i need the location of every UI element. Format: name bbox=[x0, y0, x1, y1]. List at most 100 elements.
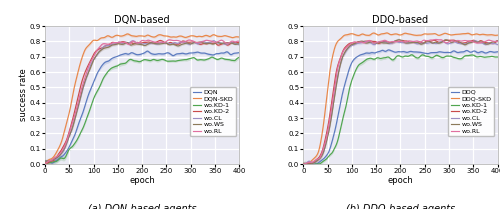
wo.CL bbox=[120, 42, 126, 45]
wo.WS bbox=[183, 42, 189, 44]
Line: wo.KD-2: wo.KD-2 bbox=[304, 40, 498, 164]
wo.KD-2 bbox=[166, 42, 172, 45]
wo.CL bbox=[378, 41, 384, 43]
wo.CL bbox=[46, 160, 52, 163]
wo.CL bbox=[364, 40, 370, 43]
DQN-SKD bbox=[42, 161, 48, 163]
wo.WS bbox=[424, 41, 430, 43]
DQN bbox=[166, 52, 172, 54]
Line: wo.CL: wo.CL bbox=[304, 41, 498, 164]
DDQ bbox=[442, 51, 448, 54]
wo.WS bbox=[120, 43, 126, 46]
wo.CL bbox=[494, 43, 500, 46]
wo.KD-1 bbox=[441, 56, 447, 59]
wo.CL bbox=[183, 42, 189, 44]
wo.WS bbox=[184, 42, 190, 44]
wo.KD-2 bbox=[422, 40, 428, 43]
DDQ bbox=[310, 163, 316, 165]
wo.CL bbox=[66, 135, 72, 138]
Legend: DQN, DQN-SKD, wo.KD-1, wo.KD-2, wo.CL, wo.WS, wo.RL: DQN, DQN-SKD, wo.KD-1, wo.KD-2, wo.CL, w… bbox=[190, 87, 236, 136]
wo.KD-1 bbox=[324, 157, 330, 159]
wo.KD-2 bbox=[236, 41, 242, 43]
Line: DDQ: DDQ bbox=[304, 50, 498, 164]
DQN bbox=[184, 52, 190, 55]
wo.KD-1 bbox=[236, 56, 242, 59]
wo.RL bbox=[119, 41, 125, 44]
wo.RL bbox=[164, 39, 170, 42]
wo.WS bbox=[494, 40, 500, 42]
wo.WS bbox=[165, 43, 171, 45]
wo.RL bbox=[324, 133, 330, 136]
DQN-SKD bbox=[119, 35, 125, 37]
DDQ bbox=[324, 153, 330, 155]
wo.KD-2 bbox=[364, 40, 370, 43]
wo.KD-2 bbox=[106, 44, 112, 46]
wo.KD-2 bbox=[378, 42, 384, 44]
DQN-SKD bbox=[183, 36, 189, 39]
X-axis label: epoch: epoch bbox=[388, 176, 413, 185]
wo.KD-2 bbox=[42, 162, 48, 164]
wo.WS bbox=[301, 162, 307, 164]
wo.KD-1 bbox=[42, 162, 48, 164]
Line: wo.RL: wo.RL bbox=[304, 40, 498, 164]
Line: wo.KD-1: wo.KD-1 bbox=[46, 57, 239, 163]
wo.WS bbox=[66, 135, 72, 137]
wo.KD-2 bbox=[494, 40, 500, 42]
wo.WS bbox=[197, 41, 203, 43]
wo.KD-2 bbox=[184, 41, 190, 43]
DDQ-SKD bbox=[384, 32, 390, 34]
DQN bbox=[42, 160, 48, 162]
Title: DDQ-based: DDQ-based bbox=[372, 15, 428, 25]
DDQ bbox=[378, 50, 384, 52]
wo.KD-1 bbox=[442, 56, 448, 58]
wo.RL bbox=[42, 162, 48, 164]
wo.RL bbox=[364, 40, 370, 43]
wo.CL bbox=[211, 40, 217, 42]
Line: DDQ-SKD: DDQ-SKD bbox=[304, 33, 498, 164]
DQN bbox=[120, 53, 126, 56]
DQN bbox=[66, 145, 72, 148]
wo.RL bbox=[106, 43, 112, 45]
wo.WS bbox=[364, 42, 370, 44]
Line: DQN: DQN bbox=[46, 51, 239, 163]
DQN bbox=[184, 53, 190, 55]
Text: (a) DQN-based agents: (a) DQN-based agents bbox=[88, 204, 196, 209]
DQN-SKD bbox=[184, 36, 190, 38]
wo.RL bbox=[494, 40, 500, 42]
wo.CL bbox=[301, 163, 307, 165]
wo.KD-2 bbox=[184, 41, 190, 43]
wo.KD-2 bbox=[44, 162, 50, 164]
Legend: DDQ, DDQ-SKD, wo.KD-1, wo.KD-2, wo.CL, wo.WS, wo.RL: DDQ, DDQ-SKD, wo.KD-1, wo.KD-2, wo.CL, w… bbox=[448, 87, 494, 136]
wo.RL bbox=[166, 38, 172, 41]
Y-axis label: success rate: success rate bbox=[19, 69, 28, 121]
wo.KD-1 bbox=[494, 56, 500, 58]
wo.CL bbox=[324, 137, 330, 139]
wo.KD-1 bbox=[378, 57, 384, 60]
wo.KD-1 bbox=[165, 60, 171, 62]
wo.WS bbox=[42, 160, 48, 162]
wo.CL bbox=[442, 41, 448, 43]
wo.CL bbox=[106, 44, 112, 47]
Line: wo.KD-1: wo.KD-1 bbox=[304, 55, 498, 164]
DDQ-SKD bbox=[494, 34, 500, 36]
wo.KD-1 bbox=[106, 69, 112, 71]
wo.KD-1 bbox=[364, 58, 370, 60]
wo.RL bbox=[378, 40, 384, 43]
DQN-SKD bbox=[66, 113, 72, 116]
wo.RL bbox=[66, 133, 72, 136]
wo.CL bbox=[422, 42, 428, 45]
wo.KD-2 bbox=[450, 39, 456, 41]
wo.CL bbox=[184, 42, 190, 45]
DDQ bbox=[301, 163, 307, 165]
wo.KD-1 bbox=[301, 163, 307, 165]
wo.RL bbox=[441, 41, 447, 43]
wo.WS bbox=[396, 38, 402, 41]
wo.WS bbox=[46, 160, 52, 163]
DQN bbox=[106, 60, 112, 62]
DDQ-SKD bbox=[324, 93, 330, 95]
Title: DQN-based: DQN-based bbox=[114, 15, 170, 25]
DQN bbox=[236, 51, 242, 54]
DDQ-SKD bbox=[442, 32, 448, 34]
wo.WS bbox=[306, 163, 312, 165]
wo.RL bbox=[301, 163, 307, 165]
